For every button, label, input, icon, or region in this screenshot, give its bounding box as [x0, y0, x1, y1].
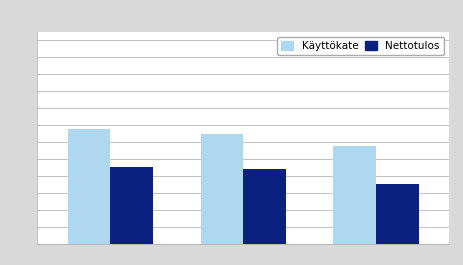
Bar [200, 134, 243, 244]
Bar [243, 169, 286, 244]
Bar [376, 184, 419, 244]
Legend: Käyttökate, Nettotulos: Käyttökate, Nettotulos [277, 37, 444, 55]
Bar [110, 167, 153, 244]
Bar [333, 146, 376, 244]
Bar [68, 129, 110, 244]
